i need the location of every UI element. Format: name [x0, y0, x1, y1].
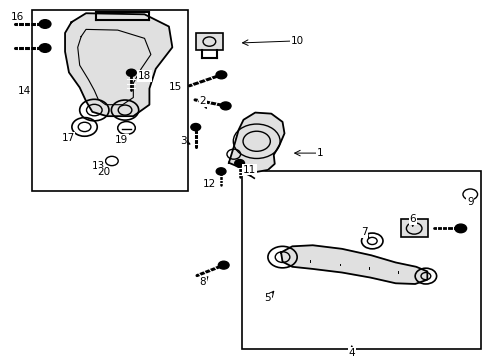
Text: 16: 16 [11, 12, 24, 22]
Bar [32, 10, 188, 191]
Text: 14: 14 [18, 86, 31, 96]
Circle shape [454, 224, 466, 233]
Text: 4: 4 [348, 348, 354, 358]
Text: 11: 11 [242, 165, 256, 175]
Text: 15: 15 [168, 82, 182, 92]
Text: 5: 5 [264, 293, 271, 303]
Circle shape [39, 20, 51, 28]
Text: 6: 6 [408, 215, 415, 224]
Circle shape [216, 168, 225, 175]
Text: 17: 17 [61, 133, 75, 143]
Polygon shape [281, 245, 427, 284]
Circle shape [220, 102, 230, 110]
Bar [242, 171, 480, 348]
Circle shape [39, 44, 51, 52]
Circle shape [234, 159, 244, 167]
Text: 19: 19 [115, 135, 128, 145]
Text: 8: 8 [199, 277, 206, 287]
Text: 3: 3 [180, 136, 186, 145]
Circle shape [218, 261, 228, 269]
Text: 9: 9 [466, 197, 472, 207]
Circle shape [126, 69, 136, 76]
Text: 1: 1 [316, 148, 323, 158]
Text: 7: 7 [360, 227, 366, 237]
Text: 20: 20 [97, 167, 110, 177]
Text: 12: 12 [203, 179, 216, 189]
Text: 18: 18 [138, 71, 151, 81]
Circle shape [216, 71, 226, 79]
Circle shape [190, 123, 200, 131]
Polygon shape [228, 113, 284, 172]
Polygon shape [65, 13, 172, 116]
Bar [400, 220, 427, 237]
Bar [195, 33, 223, 50]
Text: 13: 13 [91, 161, 104, 171]
Text: 10: 10 [290, 36, 303, 46]
Text: 2: 2 [199, 96, 206, 106]
